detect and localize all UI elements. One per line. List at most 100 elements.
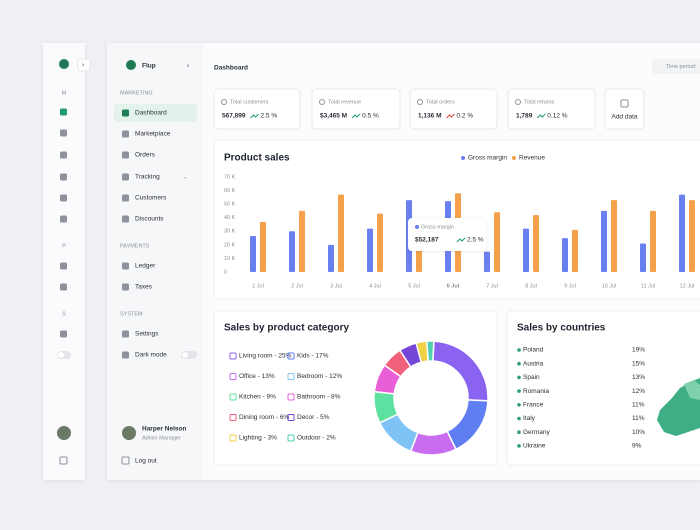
x-tick-label: 11 Jul (641, 283, 655, 289)
kpi-value: 1,136 M (418, 113, 442, 120)
nav-icon[interactable] (60, 283, 67, 291)
kpi-card (311, 88, 401, 130)
kpi-label: Total returns (524, 99, 555, 105)
nav-icon (122, 330, 129, 338)
logout[interactable]: Log out (135, 458, 157, 465)
nav-item[interactable]: Ledger (135, 263, 156, 270)
nav-icon[interactable] (60, 108, 67, 116)
expand-button[interactable] (77, 58, 91, 72)
legend-label: Gross margin (468, 155, 507, 162)
country-share: 10% (632, 429, 645, 436)
section-title: PAYMENTS (120, 243, 150, 249)
kpi-change: 2.5 % (261, 113, 278, 120)
country-share: 19% (632, 347, 645, 354)
x-tick-label: 1 Jul (252, 283, 264, 289)
legend-label: Decor - 5% (297, 414, 330, 421)
nav-item[interactable]: Discounts (135, 216, 164, 223)
nav-item[interactable]: Tracking (135, 174, 160, 181)
toggle-knob (182, 352, 188, 358)
legend-label: Revenue (519, 155, 545, 162)
add-data-card[interactable] (604, 88, 645, 130)
legend-swatch (461, 156, 465, 160)
x-tick-label: 12 Jul (680, 283, 695, 289)
bar (260, 222, 266, 272)
logout-icon[interactable] (59, 456, 68, 465)
legend-label: Dining room - 6% (239, 414, 289, 421)
kpi-value: 567,899 (222, 113, 246, 120)
bar (679, 194, 685, 272)
trend-icon (536, 113, 546, 119)
country-dot (517, 403, 521, 407)
nav-item[interactable]: Customers (135, 195, 167, 202)
bar (611, 200, 617, 272)
nav-icon[interactable] (60, 330, 67, 338)
legend-icon (287, 434, 295, 442)
y-tick-label: 0 (224, 269, 227, 275)
legend-icon (287, 414, 295, 421)
legend-label: Bedroom - 12% (297, 373, 342, 380)
bar (484, 251, 490, 272)
bar (367, 228, 373, 272)
countries-card (506, 310, 700, 466)
collapsed-sidebar (43, 43, 85, 480)
country-dot (517, 416, 521, 421)
bar (640, 243, 646, 272)
nav-icon (122, 351, 129, 359)
country-name: Austria (523, 360, 544, 367)
nav-icon[interactable] (60, 262, 67, 270)
nav-icon[interactable] (60, 194, 67, 202)
time-period[interactable] (652, 59, 700, 74)
time-period-label: Time period: (666, 64, 697, 70)
y-tick-label: 40 K (224, 215, 236, 221)
legend-label: Living room - 25% (239, 353, 292, 360)
donut-segment (425, 340, 435, 362)
trend-icon (250, 113, 259, 119)
nav-item[interactable]: Orders (135, 152, 156, 159)
bar (289, 231, 295, 272)
nav-icon (122, 262, 129, 270)
nav-icon[interactable] (60, 151, 67, 159)
add-icon (620, 99, 629, 108)
y-tick-label: 70 K (224, 174, 236, 180)
country-name: Romania (523, 388, 549, 395)
kpi-icon (515, 99, 521, 105)
legend-icon (229, 352, 237, 360)
x-tick-label: 5 Jul (408, 283, 420, 289)
kpi-card (213, 88, 301, 130)
nav-item[interactable]: Marketplace (135, 131, 171, 138)
donut-chart: Living room - 25% Kids - 17% Office - 13% B… (229, 340, 489, 456)
country-dot (517, 348, 521, 352)
nav-icon[interactable] (60, 129, 67, 137)
kpi-card (409, 88, 498, 130)
bar (377, 213, 383, 272)
tooltip (408, 218, 486, 251)
user-role: Admin Manager (142, 435, 181, 441)
countries-title: Sales by countries (517, 323, 606, 334)
tooltip-series: Gross margin (421, 224, 454, 230)
nav-item[interactable]: Dark mode (135, 352, 167, 359)
bar (523, 228, 529, 272)
logout-icon (121, 456, 130, 465)
collapse-button[interactable]: ‹ (187, 63, 189, 70)
nav-icon (122, 130, 129, 138)
kpi-label: Total customers (230, 99, 269, 105)
brand: Flup (142, 63, 156, 70)
country-share: 15% (632, 360, 645, 367)
kpi-value: 1,789 (516, 113, 533, 120)
page-title: Dashboard (214, 65, 248, 72)
nav-item[interactable]: Dashboard (135, 110, 167, 117)
nav-item[interactable]: Settings (135, 331, 159, 338)
section-label: P (62, 243, 66, 249)
kpi-card (507, 88, 596, 130)
kpi-icon (417, 99, 423, 105)
nav-icon[interactable] (60, 173, 67, 181)
chart-title: Sales by product category (224, 323, 349, 334)
nav-item[interactable]: Taxes (135, 284, 153, 291)
bar (494, 212, 500, 272)
legend-label: Bathroom - 8% (297, 394, 341, 401)
legend-icon (229, 434, 237, 442)
country-dot (517, 389, 521, 393)
nav-icon[interactable] (60, 215, 67, 223)
country-dot (517, 375, 521, 380)
